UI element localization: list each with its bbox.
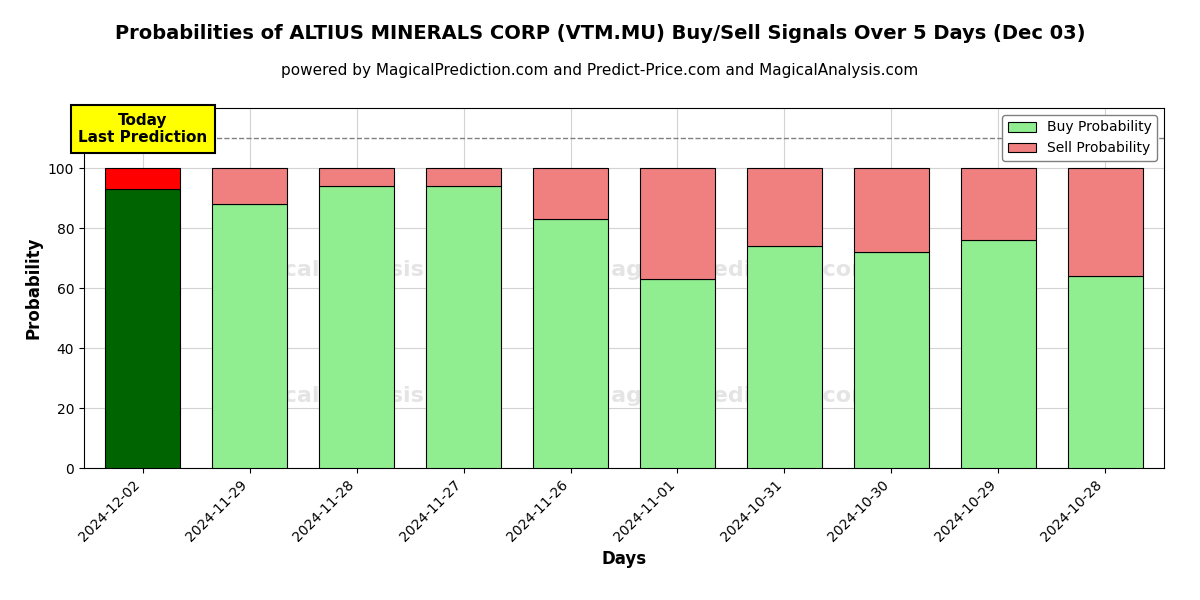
Y-axis label: Probability: Probability [24,237,42,339]
Bar [854,168,929,252]
Bar [746,168,822,246]
Bar [319,186,394,468]
Bar [212,168,287,204]
Bar [1068,276,1142,468]
Text: MagicalPrediction.com: MagicalPrediction.com [589,386,875,406]
Bar [319,168,394,186]
Bar [426,186,502,468]
X-axis label: Days: Days [601,550,647,568]
Bar [1068,168,1142,276]
Bar [426,168,502,186]
Bar [961,168,1036,240]
Bar [533,219,608,468]
Text: Today
Last Prediction: Today Last Prediction [78,113,208,145]
Legend: Buy Probability, Sell Probability: Buy Probability, Sell Probability [1002,115,1157,161]
Bar [854,252,929,468]
Bar [212,204,287,468]
Bar [106,168,180,189]
Bar [746,246,822,468]
Bar [106,189,180,468]
Text: MagicalAnalysis.com: MagicalAnalysis.com [223,260,485,280]
Text: powered by MagicalPrediction.com and Predict-Price.com and MagicalAnalysis.com: powered by MagicalPrediction.com and Pre… [281,63,919,78]
Text: MagicalAnalysis.com: MagicalAnalysis.com [223,386,485,406]
Text: MagicalPrediction.com: MagicalPrediction.com [589,260,875,280]
Text: Probabilities of ALTIUS MINERALS CORP (VTM.MU) Buy/Sell Signals Over 5 Days (Dec: Probabilities of ALTIUS MINERALS CORP (V… [115,24,1085,43]
Bar [640,279,715,468]
Bar [640,168,715,279]
Bar [961,240,1036,468]
Bar [533,168,608,219]
